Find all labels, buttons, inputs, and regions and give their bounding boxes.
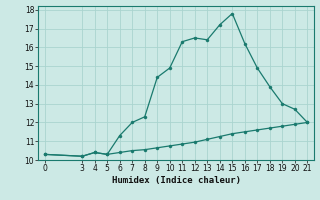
X-axis label: Humidex (Indice chaleur): Humidex (Indice chaleur)	[111, 176, 241, 185]
